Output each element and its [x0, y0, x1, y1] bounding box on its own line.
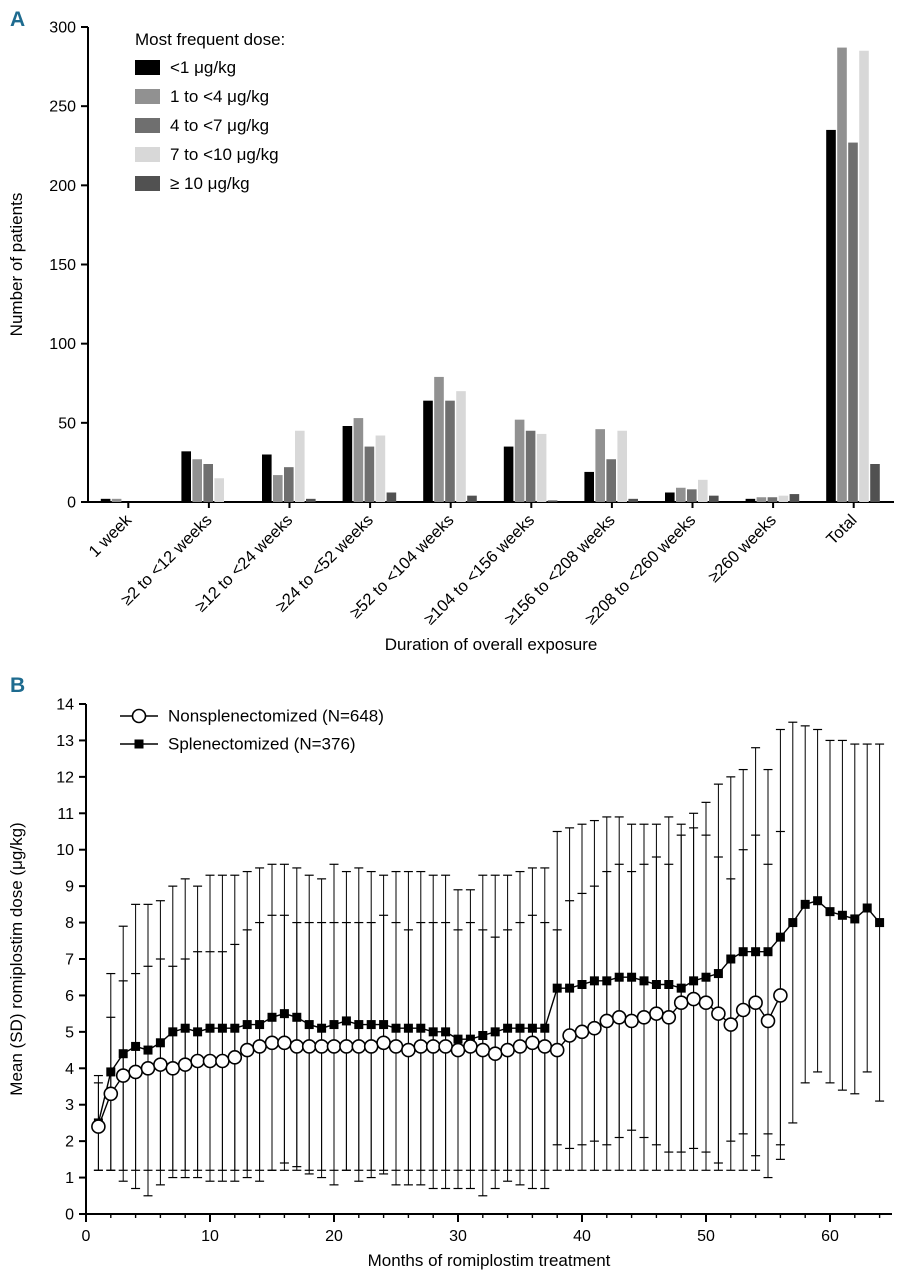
- svg-text:12: 12: [56, 769, 74, 786]
- svg-text:5: 5: [65, 1024, 74, 1041]
- svg-text:Months of romiplostim treatmen: Months of romiplostim treatment: [368, 1251, 611, 1270]
- svg-text:1: 1: [65, 1170, 74, 1187]
- svg-text:0: 0: [65, 1207, 74, 1224]
- svg-text:250: 250: [49, 99, 76, 116]
- svg-text:1 week: 1 week: [85, 511, 135, 561]
- svg-text:13: 13: [56, 733, 74, 750]
- panel-b: B 0 1 2 3 4 5 6 7 8 9 10 11 12 13 14 0 10 20 30 40 50 60 Mean …: [0, 666, 912, 1280]
- svg-text:Nonsplenectomized (N=648): Nonsplenectomized (N=648): [168, 707, 384, 726]
- svg-text:Splenectomized (N=376): Splenectomized (N=376): [168, 735, 356, 754]
- svg-text:4 to <7 μg/kg: 4 to <7 μg/kg: [170, 116, 269, 135]
- svg-text:14: 14: [56, 697, 74, 714]
- panel-a-label: A: [10, 8, 26, 31]
- svg-text:Total: Total: [823, 511, 860, 548]
- svg-text:<1 μg/kg: <1 μg/kg: [170, 58, 236, 77]
- svg-text:40: 40: [573, 1228, 591, 1245]
- svg-text:150: 150: [49, 257, 76, 274]
- svg-text:9: 9: [65, 879, 74, 896]
- svg-text:100: 100: [49, 336, 76, 353]
- svg-text:Mean (SD) romiplostim dose (μg: Mean (SD) romiplostim dose (μg/kg): [7, 822, 26, 1095]
- svg-text:7: 7: [65, 952, 74, 969]
- svg-text:Number of patients: Number of patients: [7, 193, 26, 337]
- panel-b-label: B: [10, 674, 26, 697]
- svg-text:7 to <10 μg/kg: 7 to <10 μg/kg: [170, 145, 279, 164]
- panel-a: A 0 50 100 150 200 250 300 Number of patients 1 …: [7, 8, 894, 654]
- svg-text:300: 300: [49, 20, 76, 37]
- svg-text:1 to <4 μg/kg: 1 to <4 μg/kg: [170, 87, 269, 106]
- svg-text:60: 60: [821, 1228, 839, 1245]
- svg-text:10: 10: [56, 842, 74, 859]
- svg-text:50: 50: [697, 1228, 715, 1245]
- svg-text:8: 8: [65, 915, 74, 932]
- svg-text:Most frequent dose:: Most frequent dose:: [135, 30, 285, 49]
- svg-text:20: 20: [325, 1228, 343, 1245]
- panel-a-bar-chart: 0 50 100 150 200 250 300 Number of patients 1 we…: [7, 20, 894, 654]
- svg-text:≥ 10 μg/kg: ≥ 10 μg/kg: [170, 174, 250, 193]
- svg-text:10: 10: [201, 1228, 219, 1245]
- svg-text:Duration of overall exposure: Duration of overall exposure: [385, 635, 598, 654]
- svg-text:30: 30: [449, 1228, 467, 1245]
- svg-text:2: 2: [65, 1134, 74, 1151]
- svg-text:≥260 weeks: ≥260 weeks: [705, 511, 780, 586]
- svg-text:6: 6: [65, 988, 74, 1005]
- svg-text:0: 0: [67, 495, 76, 512]
- svg-text:11: 11: [57, 806, 74, 823]
- svg-text:4: 4: [65, 1061, 74, 1078]
- svg-text:3: 3: [65, 1097, 74, 1114]
- svg-text:0: 0: [82, 1228, 91, 1245]
- svg-text:200: 200: [49, 178, 76, 195]
- svg-text:50: 50: [58, 415, 76, 432]
